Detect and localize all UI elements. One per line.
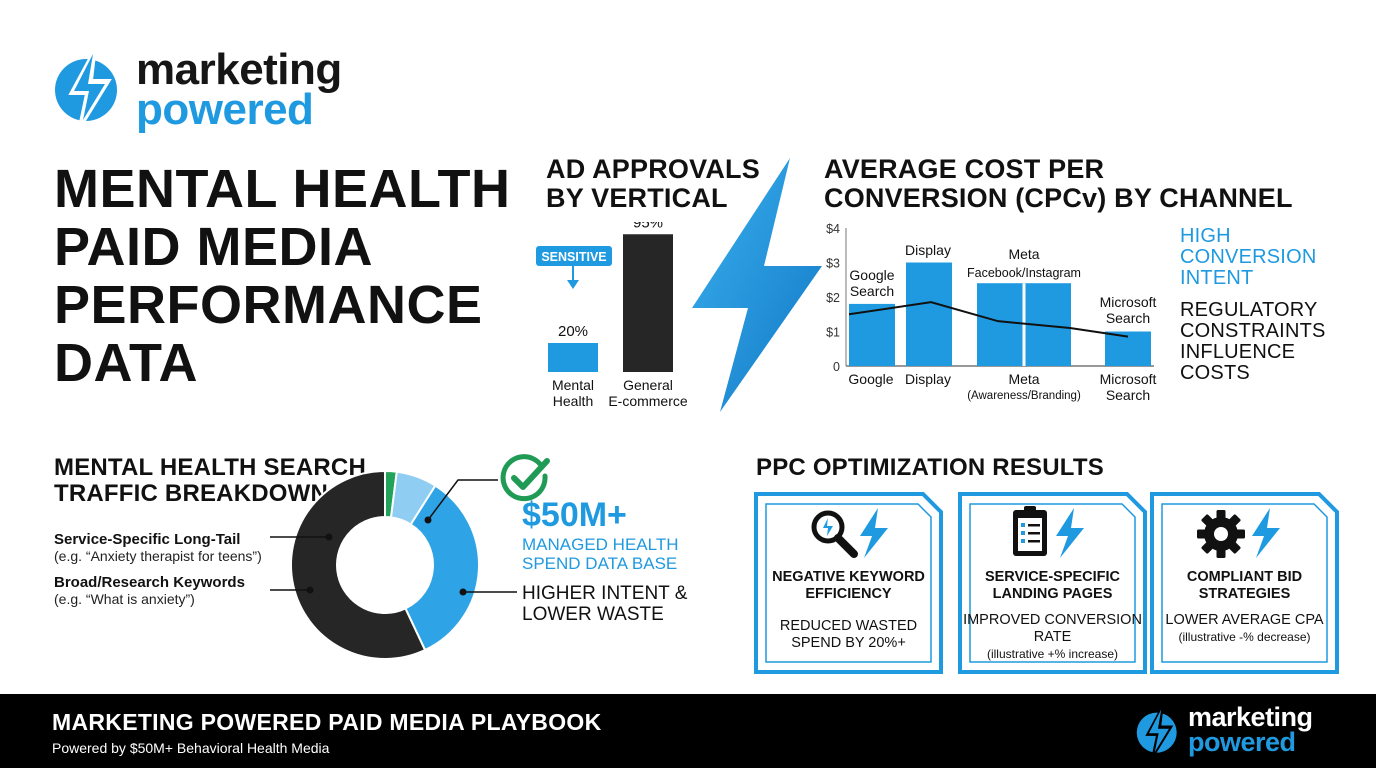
card-text: LOWER AVERAGE CPA (illustrative -% decre…: [1154, 612, 1335, 646]
cpc-bar-label-microsoft-2: Search: [1106, 310, 1150, 326]
legend-item-long-tail: Service-Specific Long-Tail (e.g. “Anxiet…: [54, 531, 262, 565]
ad-category-label-0: Mental: [552, 377, 594, 393]
card-title: NEGATIVE KEYWORD EFFICIENCY: [772, 569, 925, 602]
leader-dot-long-tail: [325, 533, 333, 541]
legend-item-broad: Broad/Research Keywords (e.g. “What is a…: [54, 574, 245, 608]
card-result: LOWER AVERAGE CPA: [1165, 612, 1324, 628]
legend-example: (e.g. “Anxiety therapist for teens”): [54, 548, 262, 564]
cpc-y-tick: $1: [826, 326, 840, 340]
card-frame: [958, 492, 1147, 674]
clipboard-icon: [1013, 506, 1084, 558]
ad-bar-1: [623, 234, 673, 372]
brand-logo[interactable]: marketing powered: [52, 44, 372, 134]
cpc-bar-label-microsoft-1: Microsoft: [1100, 294, 1157, 310]
cpc-x-sublabel: (Awareness/Branding): [967, 390, 1081, 402]
check-circle-icon: [500, 454, 550, 502]
lightning-logo-icon: [1136, 703, 1177, 761]
page-title: MENTAL HEALTH PAID MEDIA PERFORMANCE DAT…: [54, 159, 511, 393]
footer-brand-line-2: powered: [1188, 726, 1296, 757]
cpc-side-note-intent: HIGH CONVERSION INTENT: [1180, 225, 1317, 289]
cpc-y-tick: $4: [826, 222, 840, 236]
brand-line-1: marketing: [136, 45, 342, 94]
search-traffic-title: MENTAL HEALTH SEARCH TRAFFIC BREAKDOWN: [54, 454, 366, 507]
footer-title: MARKETING POWERED PAID MEDIA PLAYBOOK: [52, 709, 602, 735]
ppc-title: PPC OPTIMIZATION RESULTS: [756, 454, 1104, 481]
card-note: (illustrative +% increase): [986, 647, 1119, 661]
ppc-card-negative-keyword: NEGATIVE KEYWORD EFFICIENCY REDUCED WAST…: [754, 492, 943, 674]
card-note: (illustrative -% decrease): [1178, 630, 1311, 644]
cpc-bar-3: [1105, 331, 1151, 366]
ad-bar-0: [548, 343, 598, 372]
footer-logo[interactable]: marketing powered: [1134, 703, 1334, 761]
ppc-card-bid-strategies: COMPLIANT BID STRATEGIES LOWER AVERAGE C…: [1150, 492, 1339, 674]
cpc-y-tick: 0: [833, 360, 840, 374]
magnifier-icon: [811, 508, 888, 558]
footer-brand-line-1: marketing: [1188, 702, 1313, 732]
cpc-x-label: Google: [848, 371, 893, 387]
cpc-bar-label-display: Display: [905, 242, 951, 258]
brand-line-2: powered: [136, 85, 314, 135]
brand-wordmark: marketing powered: [136, 45, 342, 135]
cpc-chart: $4 $3 $2 $1 0 Google Search Display Meta Fac…: [826, 222, 1157, 403]
cpc-bar-label-google-1: Google: [849, 267, 894, 283]
card-result: IMPROVED CONVERSION RATE: [963, 612, 1142, 645]
cpc-bar-label-meta: Meta: [1008, 246, 1039, 262]
legend-label: Broad/Research Keywords: [54, 574, 245, 591]
leader-spend: [427, 479, 498, 521]
intent-label: HIGHER INTENT & LOWER WASTE: [522, 583, 688, 625]
card-title: COMPLIANT BID STRATEGIES: [1186, 569, 1303, 602]
card-frame: [1150, 492, 1339, 674]
lightning-logo-icon: [55, 45, 117, 133]
cpc-bar-0: [849, 303, 895, 366]
badge-sensitive-label: SENSITIVE: [541, 250, 606, 264]
card-title: SERVICE-SPECIFIC LANDING PAGES: [984, 569, 1121, 602]
cpc-y-tick: $2: [826, 291, 840, 305]
cpc-bar-label-google-2: Search: [850, 283, 894, 299]
leader-dot-intent: [459, 588, 467, 596]
card-text: REDUCED WASTED SPEND BY 20%+: [758, 618, 939, 652]
leader-dot-broad: [306, 586, 314, 594]
cpc-x-label: Meta: [1008, 371, 1039, 387]
cpc-side-note-regulatory: REGULATORY CONSTRAINTS INFLUENCE COSTS: [1180, 299, 1326, 384]
footer-wordmark: marketing powered: [1188, 702, 1313, 757]
ad-category-label-1: E-commerce: [608, 393, 688, 409]
donut-slice-1: [404, 484, 480, 652]
spend-value: $50M+: [522, 496, 627, 534]
cpc-bar-label-facebook: Facebook/Instagram: [967, 266, 1081, 280]
cpc-title: AVERAGE COST PER CONVERSION (CPCv) BY CH…: [824, 154, 1293, 213]
ad-bar-value-0: 20%: [558, 323, 588, 340]
legend-example: (e.g. “What is anxiety”): [54, 591, 195, 607]
leader-dot-spend: [424, 516, 432, 524]
cpc-trend-line: [848, 301, 1129, 338]
card-frame: [754, 492, 943, 674]
card-result: REDUCED WASTED SPEND BY 20%+: [779, 618, 918, 651]
gear-icon: [1197, 508, 1280, 558]
cpc-x-label: Display: [905, 371, 951, 387]
card-text: IMPROVED CONVERSION RATE (illustrative +…: [962, 612, 1143, 663]
spend-label: MANAGED HEALTH SPEND DATA BASE: [522, 535, 679, 573]
ad-category-label-0: Health: [553, 393, 593, 409]
badge-sensitive: [536, 246, 612, 266]
donut-slice-0: [290, 470, 427, 660]
cpc-x-label: Search: [1106, 387, 1150, 403]
cpc-x-label: Microsoft: [1100, 371, 1157, 387]
ad-bar-value-1: 95%: [633, 222, 663, 231]
ad-approvals-title: AD APPROVALS BY VERTICAL: [546, 154, 760, 213]
footer-subtitle: Powered by $50M+ Behavioral Health Media: [52, 740, 330, 756]
search-traffic-donut: [270, 470, 517, 660]
ppc-card-landing-pages: SERVICE-SPECIFIC LANDING PAGES IMPROVED …: [958, 492, 1147, 674]
ad-category-label-1: General: [623, 377, 673, 393]
cpc-y-tick: $3: [826, 257, 840, 271]
lightning-bolt-icon: [692, 158, 822, 412]
badge-arrow-head: [567, 280, 579, 289]
cpc-bar-1: [906, 262, 952, 366]
legend-label: Service-Specific Long-Tail: [54, 531, 241, 548]
